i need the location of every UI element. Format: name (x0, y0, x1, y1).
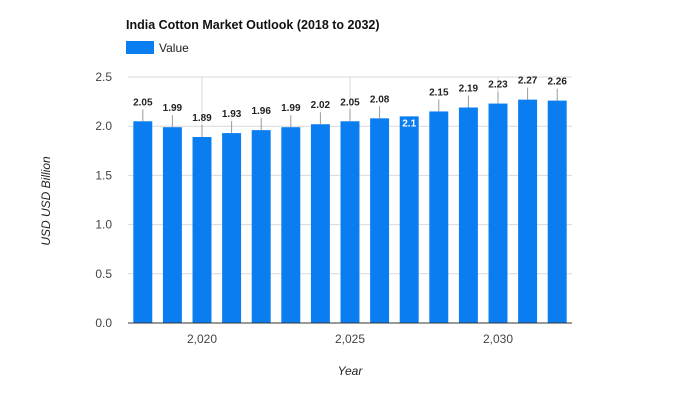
data-label: 1.99 (281, 103, 301, 114)
bar (458, 107, 478, 323)
legend-label: Value (159, 41, 189, 55)
bar (192, 137, 212, 323)
data-label: 1.99 (163, 103, 183, 114)
bar (251, 130, 271, 323)
data-label: 2.26 (547, 77, 567, 88)
axes: 0.0 0.5 1.0 1.5 2.0 2.5 2,020 2,025 2,030 (95, 70, 572, 346)
bar (518, 99, 538, 323)
data-label: 2.27 (518, 76, 538, 87)
bar (133, 121, 153, 323)
bar (370, 118, 390, 323)
data-label: 2.08 (370, 94, 390, 105)
data-label: 1.93 (222, 109, 242, 120)
x-tick-label: 2,030 (483, 332, 513, 346)
data-label: 2.02 (311, 100, 331, 111)
y-tick-label: 2.5 (95, 70, 112, 84)
y-tick-label: 0.5 (95, 267, 112, 281)
bar (281, 127, 301, 324)
bar (340, 121, 360, 323)
x-tick-label: 2,025 (335, 332, 365, 346)
bar (547, 100, 567, 323)
x-tick-label: 2,020 (187, 332, 217, 346)
data-label: 1.89 (192, 113, 212, 124)
y-tick-label: 1.5 (95, 168, 112, 182)
data-label: 2.1 (402, 118, 416, 129)
bar (222, 133, 242, 323)
bars (133, 99, 567, 324)
data-label: 1.96 (251, 106, 271, 117)
data-labels: 2.05 1.99 1.89 1.93 1.96 1.99 2.02 2.05 2.08 2.1 2… (133, 76, 567, 138)
bar (488, 103, 508, 324)
bar (429, 111, 449, 323)
bar (399, 116, 419, 323)
bar (162, 127, 182, 324)
y-axis-title: USD USD Billion (39, 156, 53, 246)
y-tick-label: 1.0 (95, 218, 112, 232)
x-axis-title: Year (338, 364, 364, 378)
y-tick-label: 2.0 (95, 119, 112, 133)
bar (310, 124, 330, 324)
chart-title: India Cotton Market Outlook (2018 to 203… (126, 18, 380, 32)
legend-swatch (126, 41, 154, 54)
y-tick-label: 0.0 (95, 316, 112, 330)
data-label: 2.15 (429, 87, 449, 98)
data-label: 2.23 (488, 80, 508, 91)
data-label: 2.05 (340, 97, 360, 108)
data-label: 2.05 (133, 97, 153, 108)
data-label: 2.19 (459, 84, 479, 95)
